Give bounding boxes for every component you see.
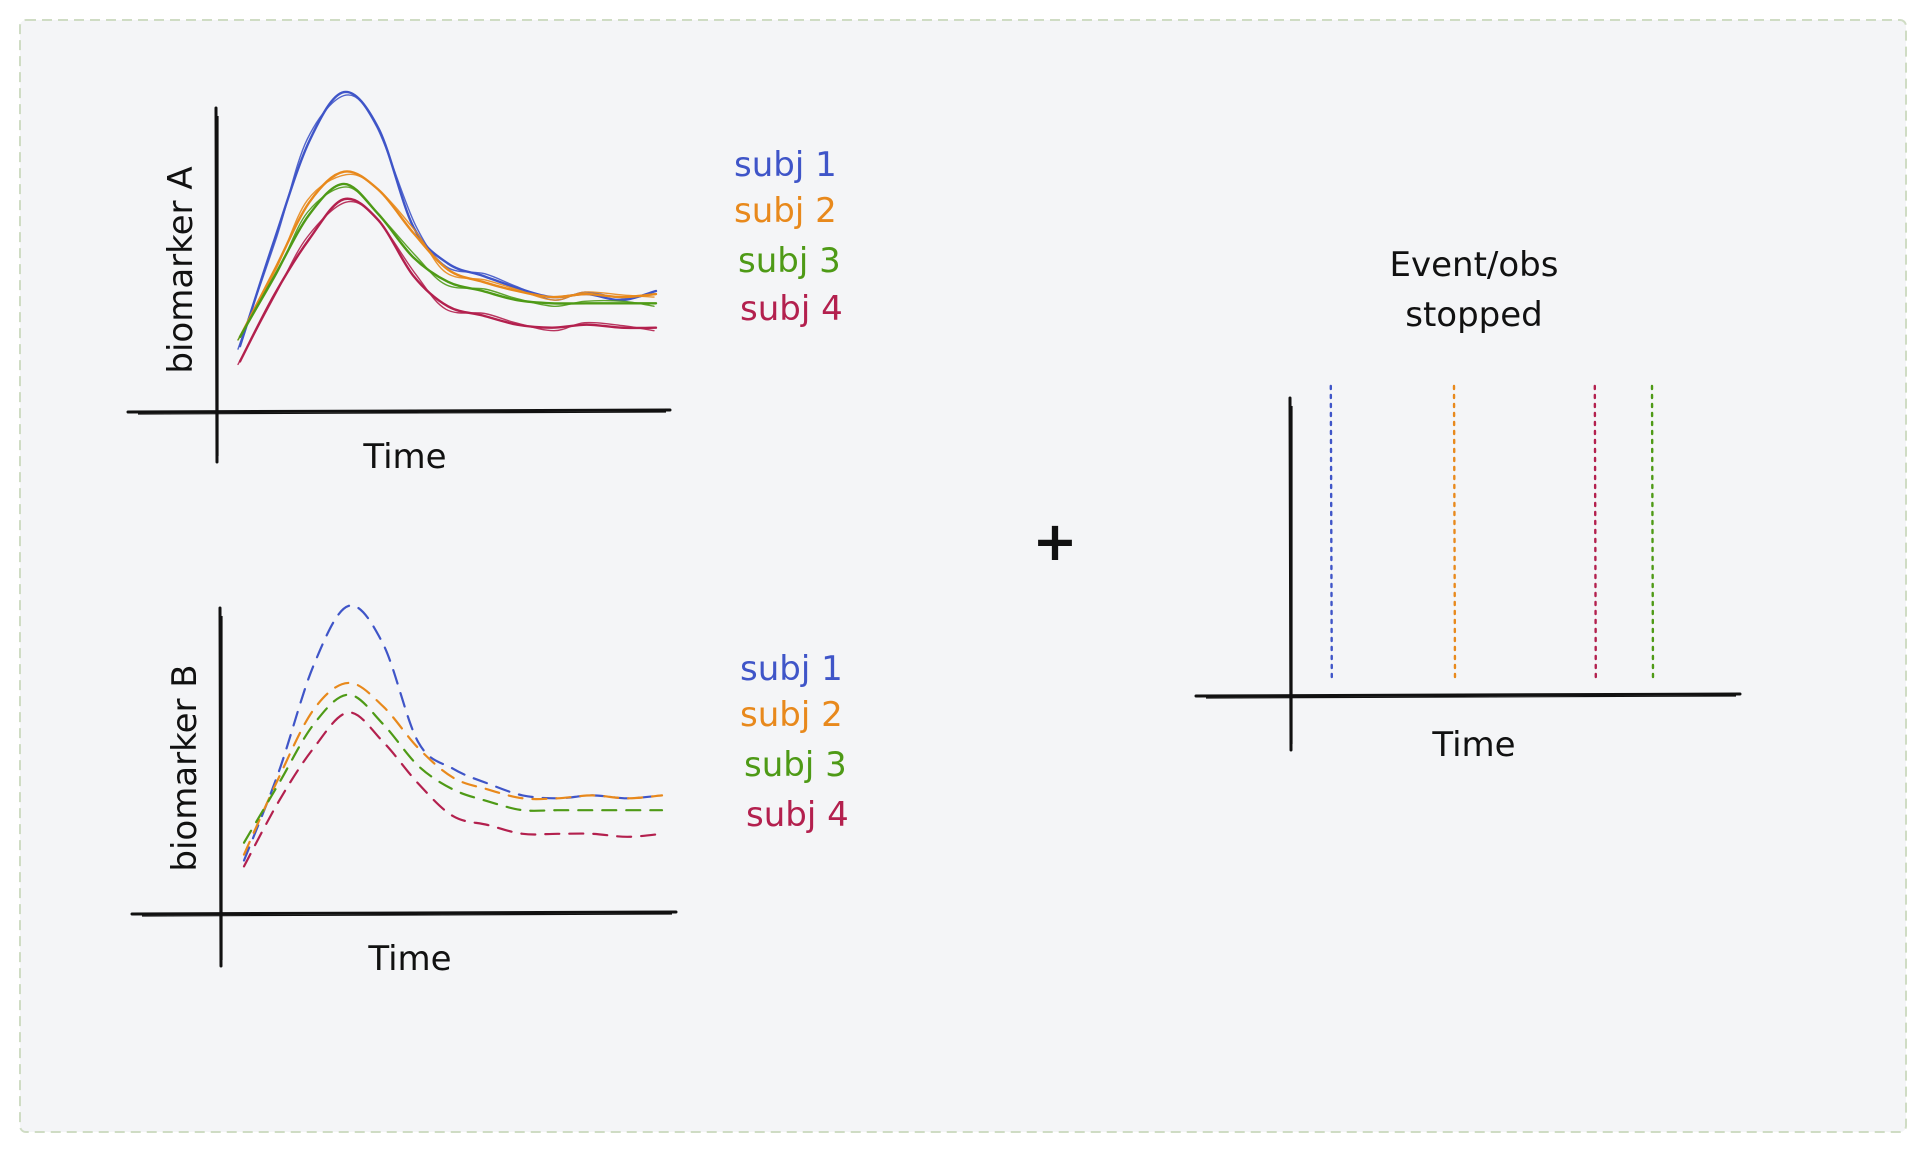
legend-a-subj-4: subj 4: [740, 289, 843, 329]
biomarker-a-x-axis-stroke: [137, 411, 667, 415]
event-title-line1: Event/obs: [1390, 245, 1559, 285]
biomarker-b-y-axis: [218, 606, 223, 968]
biomarker-b-x-axis-stroke: [141, 913, 673, 917]
event-axes: [1194, 396, 1742, 752]
event-y-axis: [1288, 396, 1293, 752]
biomarker-a-legend: subj 1 subj 2 subj 3 subj 4: [734, 145, 843, 329]
biomarker-b-x-axis: [130, 910, 678, 916]
biomarker-a-series-subj-4: [238, 197, 658, 363]
biomarker-b-series-subj-3: [242, 693, 664, 844]
event-lines: [1329, 384, 1655, 682]
biomarker-b-axes: [130, 606, 678, 968]
legend-b-subj-4: subj 4: [746, 795, 849, 835]
event-line-subj-3: [1650, 384, 1655, 682]
legend-a-subj-1: subj 1: [734, 145, 837, 185]
event-x-axis-stroke: [1205, 695, 1737, 699]
biomarker-a-xlabel: Time: [362, 437, 446, 477]
event-title-line2: stopped: [1405, 295, 1543, 335]
biomarker-a-series: [237, 90, 658, 366]
biomarker-a-series-subj-3: [238, 182, 658, 339]
event-xlabel: Time: [1431, 725, 1515, 765]
biomarker-a-series-subj-4-stroke: [237, 200, 655, 366]
legend-b-subj-1: subj 1: [740, 649, 843, 689]
biomarker-a-ylabel: biomarker A: [161, 166, 201, 373]
biomarker-b-series: [242, 604, 664, 868]
plus-operator: +: [1032, 510, 1077, 573]
event-line-subj-2: [1452, 384, 1457, 682]
biomarker-a-series-subj-2-stroke: [237, 173, 655, 341]
biomarker-b-legend: subj 1 subj 2 subj 3 subj 4: [740, 649, 849, 835]
legend-a-subj-2: subj 2: [734, 191, 837, 231]
biomarker-b-xlabel: Time: [367, 939, 451, 979]
legend-b-subj-2: subj 2: [740, 695, 843, 735]
biomarker-a-axes: [126, 106, 672, 464]
event-line-subj-1: [1329, 384, 1334, 682]
biomarker-a-y-axis: [214, 106, 219, 464]
biomarker-a-panel: biomarker A Time subj 1 subj 2 subj 3 su…: [126, 90, 843, 477]
legend-b-subj-3: subj 3: [744, 745, 847, 785]
event-line-subj-4: [1593, 384, 1598, 682]
biomarker-b-ylabel: biomarker B: [165, 664, 205, 871]
biomarker-a-series-subj-2: [238, 170, 658, 339]
biomarker-a-series-subj-3-stroke: [237, 186, 655, 341]
diagram-background: [19, 19, 1907, 1133]
event-panel: Event/obs stopped Time: [1194, 245, 1742, 765]
biomarker-b-series-subj-2: [242, 681, 664, 856]
legend-a-subj-3: subj 3: [738, 241, 841, 281]
biomarker-b-series-subj-4: [242, 711, 664, 868]
event-x-axis: [1194, 692, 1742, 698]
biomarker-a-x-axis: [126, 408, 672, 414]
biomarker-b-panel: biomarker B Time subj 1 subj 2 subj 3 su…: [130, 604, 849, 979]
